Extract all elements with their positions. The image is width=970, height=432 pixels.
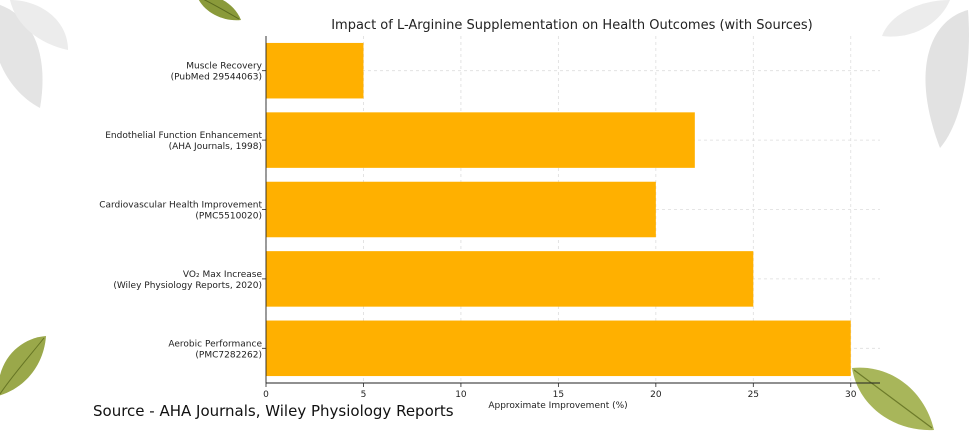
x-tick-label: 0: [263, 390, 269, 400]
leaf-icon: [0, 0, 68, 108]
y-tick-source: (PubMed 29544063): [171, 73, 262, 83]
y-tick-label: VO₂ Max Increase: [183, 270, 263, 280]
bar: [266, 112, 695, 168]
leaf-icon: [0, 336, 46, 396]
bar: [266, 251, 754, 307]
source-caption: Source - AHA Journals, Wiley Physiology …: [93, 402, 454, 420]
leaf-icon: [199, 0, 241, 21]
y-tick-source: (PMC7282262): [195, 350, 262, 360]
y-tick-source: (AHA Journals, 1998): [169, 142, 262, 152]
x-tick-label: 5: [361, 390, 367, 400]
x-tick-label: 25: [748, 390, 759, 400]
y-tick-label: Cardiovascular Health Improvement: [99, 201, 262, 211]
bar: [266, 320, 851, 377]
chart-title: Impact of L-Arginine Supplementation on …: [331, 18, 813, 33]
y-tick-source: (Wiley Physiology Reports, 2020): [113, 281, 262, 291]
x-tick-label: 20: [650, 390, 662, 400]
bar: [266, 42, 364, 99]
y-tick-label: Endothelial Function Enhancement: [105, 131, 262, 141]
y-tick-source: (PMC5510020): [195, 212, 262, 222]
y-tick-label: Muscle Recovery: [186, 62, 262, 72]
x-tick-label: 10: [455, 390, 467, 400]
x-tick-label: 15: [553, 390, 564, 400]
x-tick-label: 30: [845, 390, 857, 400]
bar: [266, 181, 656, 238]
x-axis-label: Approximate Improvement (%): [488, 401, 627, 411]
y-tick-label: Aerobic Performance: [168, 339, 262, 349]
leaf-icon: [882, 0, 969, 148]
